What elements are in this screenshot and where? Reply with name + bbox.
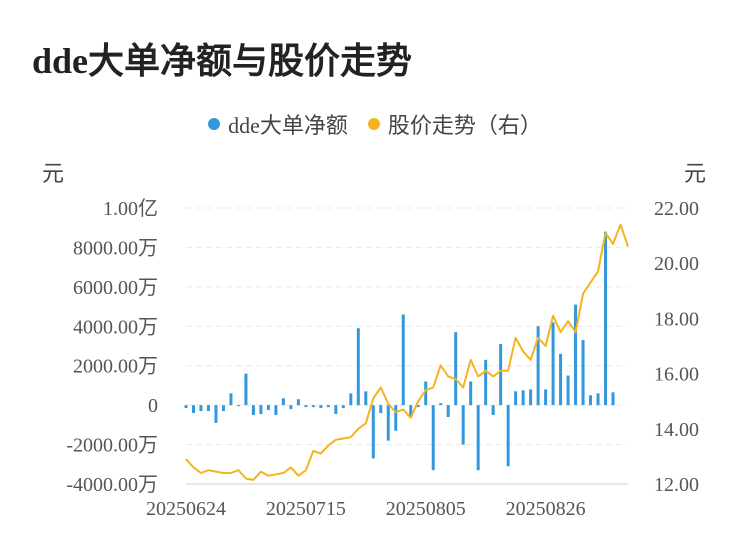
bar-dde — [461, 405, 465, 445]
legend-dot-icon — [367, 118, 380, 130]
price-line — [185, 223, 629, 481]
left-tick-label: 4000.00万 — [73, 316, 158, 338]
bar-dde — [281, 398, 285, 406]
right-tick-label: 22.00 — [654, 198, 699, 220]
bar-dde — [439, 403, 443, 406]
x-tick-label: 20250826 — [506, 498, 586, 520]
right-tick-label: 14.00 — [654, 419, 699, 441]
right-tick-label: 16.00 — [654, 364, 699, 386]
bar-dde — [581, 340, 585, 406]
right-axis-unit: 元 — [684, 161, 707, 186]
right-tick-label: 12.00 — [654, 474, 699, 496]
bar-dde — [349, 393, 353, 406]
bar-dde — [536, 326, 540, 406]
bar-dde — [296, 399, 300, 406]
bar-dde — [386, 405, 390, 441]
left-tick-label: 2000.00万 — [73, 356, 158, 378]
bar-dde — [199, 405, 203, 412]
bar-dde — [566, 375, 570, 406]
bar-dde — [236, 405, 240, 407]
left-tick-label: 0 — [148, 395, 158, 417]
bar-dde — [574, 304, 578, 406]
bar-dde — [274, 405, 278, 415]
bar-dde — [304, 405, 308, 408]
bar-dde — [364, 391, 368, 406]
left-tick-label: -2000.00万 — [66, 435, 158, 457]
bar-dde — [401, 314, 405, 406]
x-tick-label: 20250805 — [386, 498, 466, 520]
legend-dot-icon — [208, 118, 221, 130]
bar-dde — [341, 405, 345, 409]
bar-dde — [319, 405, 323, 409]
bar-dde — [521, 390, 525, 406]
bar-dde — [514, 391, 518, 406]
right-tick-label: 18.00 — [654, 308, 699, 330]
left-tick-label: 6000.00万 — [73, 277, 158, 299]
x-tick-label: 20250715 — [266, 498, 346, 520]
right-tick-label: 20.00 — [654, 253, 699, 275]
bar-dde — [229, 393, 233, 406]
legend-label-price: 股价走势（右） — [387, 113, 542, 138]
bar-dde — [334, 405, 338, 415]
legend-item-price[interactable]: 股价走势（右） — [367, 108, 542, 140]
bar-dde — [559, 353, 563, 406]
bar-dde — [371, 405, 375, 459]
bar-dde — [416, 405, 420, 408]
bar-dde — [499, 344, 503, 406]
page-title: dde大单净额与股价走势 — [32, 41, 413, 81]
bar-dde — [431, 405, 435, 471]
left-tick-label: 1.00亿 — [103, 197, 158, 220]
bar-dde — [544, 389, 548, 406]
bar-dde — [596, 393, 600, 406]
bar-dde — [446, 405, 450, 417]
bar-dde — [484, 359, 488, 406]
bar-dde — [491, 405, 495, 415]
bar-dde — [191, 405, 195, 414]
bar-dde — [379, 405, 383, 414]
bar-dde — [604, 231, 608, 406]
chart-legend: dde大单净额 股价走势（右） — [0, 108, 750, 140]
bar-dde — [244, 373, 248, 406]
bar-dde — [529, 389, 533, 406]
bar-dde — [184, 405, 188, 409]
x-tick-label: 20250624 — [146, 498, 226, 520]
bar-dde — [409, 405, 413, 417]
bar-dde — [476, 405, 480, 471]
legend-label-dde: dde大单净额 — [228, 113, 348, 138]
bar-dde — [221, 405, 225, 412]
bar-dde — [251, 405, 255, 415]
bar-dde — [454, 332, 458, 406]
bar-dde — [506, 405, 510, 467]
bar-dde — [266, 405, 270, 411]
legend-item-dde[interactable]: dde大单净额 — [208, 108, 348, 140]
bar-dde — [469, 381, 473, 406]
bar-dde — [259, 405, 263, 415]
bar-dde — [551, 322, 555, 406]
bar-dde — [611, 392, 615, 406]
left-tick-label: -4000.00万 — [66, 474, 158, 496]
bar-dde — [394, 405, 398, 431]
bar-dde — [289, 405, 293, 410]
bar-dde — [206, 405, 210, 412]
bar-dde — [311, 405, 315, 408]
bar-dde — [589, 395, 593, 406]
bar-dde — [424, 381, 428, 406]
bar-dde — [326, 405, 330, 408]
bar-dde — [214, 405, 218, 423]
left-tick-label: 8000.00万 — [73, 237, 158, 259]
left-axis-unit: 元 — [42, 161, 65, 186]
bar-dde — [356, 328, 360, 406]
